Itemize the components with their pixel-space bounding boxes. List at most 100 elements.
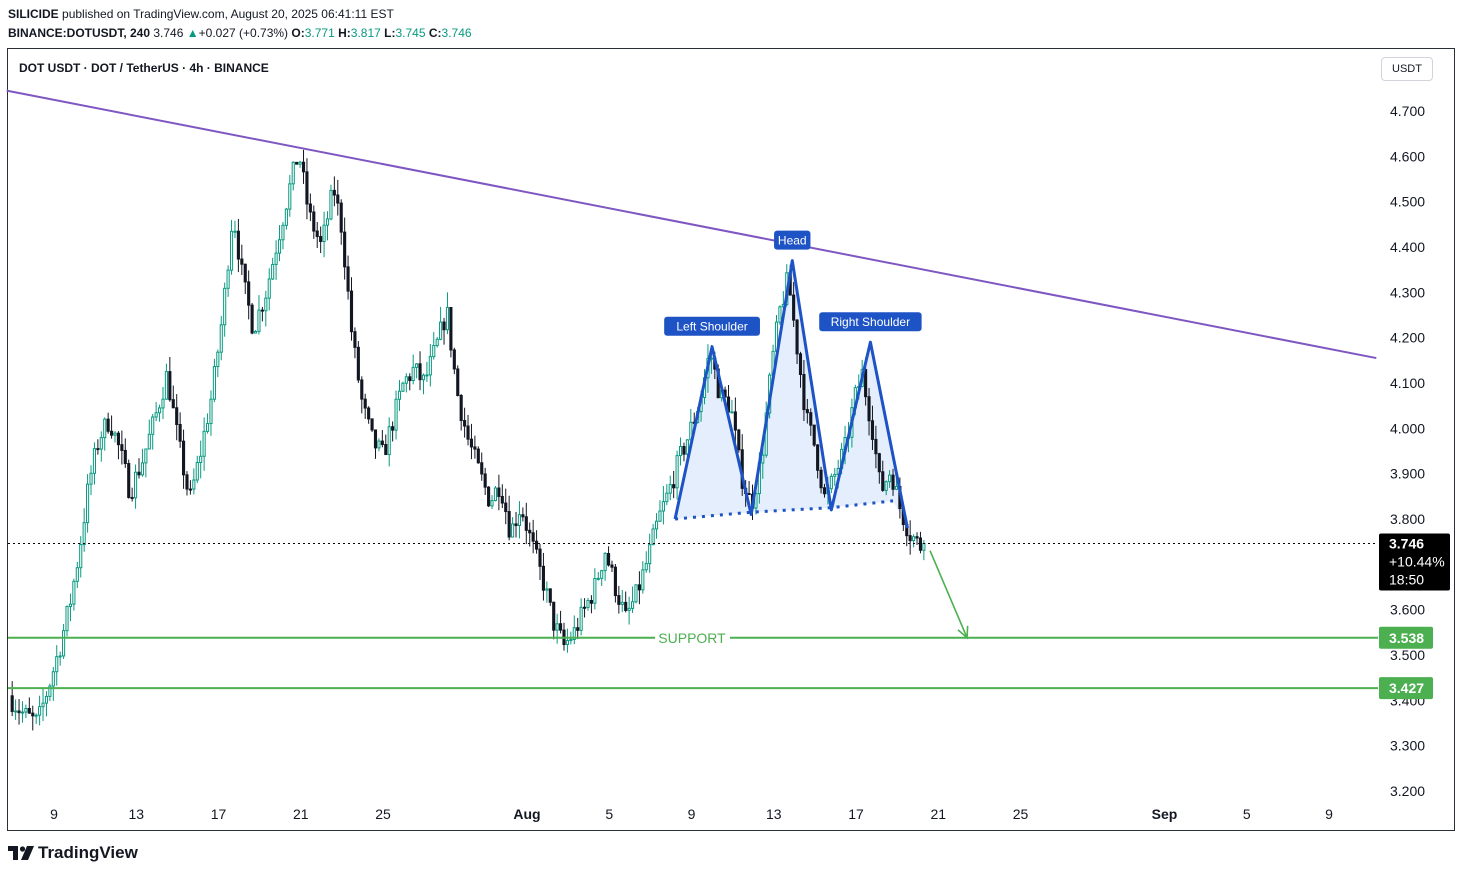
close-label: C:	[428, 26, 442, 40]
low-label: L:	[384, 26, 396, 40]
candle-body	[432, 345, 436, 358]
candle-body	[137, 471, 141, 476]
candle-body	[881, 471, 885, 491]
candle-body	[620, 601, 624, 605]
candle-body	[668, 484, 672, 494]
candle-body	[370, 418, 374, 431]
candle-body	[394, 398, 398, 431]
candle-body	[113, 432, 117, 436]
candle-body	[524, 516, 528, 531]
candle-body	[894, 485, 899, 490]
last-price-value: 3.746	[1389, 535, 1424, 551]
candle-body	[308, 203, 312, 213]
candle-body	[315, 230, 319, 238]
candle-body	[733, 411, 737, 431]
x-tick-label: 21	[293, 806, 309, 822]
candle-body	[226, 269, 230, 289]
y-tick-label: 4.000	[1390, 420, 1425, 436]
candle-body	[72, 580, 76, 605]
support-2-badge-bg	[1379, 677, 1433, 700]
candle-body	[449, 307, 453, 351]
candle-body	[229, 230, 234, 271]
candle-body	[298, 161, 302, 165]
candle-body	[171, 399, 175, 409]
candle-body	[253, 330, 258, 334]
pattern-label-bg	[664, 316, 760, 336]
candle-body	[778, 306, 782, 323]
candle-body	[130, 496, 134, 499]
candle-body	[353, 331, 357, 348]
candle-body	[356, 346, 360, 381]
candle-body	[730, 411, 734, 414]
candle-body	[521, 514, 525, 518]
candle-body	[737, 429, 741, 451]
candle-body	[805, 409, 809, 414]
candle-body	[281, 224, 285, 241]
candle-body	[685, 439, 689, 455]
y-tick-label: 3.300	[1390, 738, 1425, 754]
candle-body	[123, 449, 127, 465]
last-price-badge-bg	[1379, 533, 1450, 591]
candle-body	[127, 463, 131, 498]
candle-body	[14, 710, 18, 713]
candle-body	[192, 479, 196, 490]
candle-body	[401, 382, 405, 392]
x-tick-label: 25	[375, 806, 391, 822]
candle-body	[487, 486, 491, 507]
support-1-badge: 3.538	[1379, 626, 1433, 649]
candle-body	[867, 396, 871, 422]
candle-body	[802, 373, 806, 411]
candle-body	[428, 356, 432, 376]
candle-body	[41, 702, 45, 708]
candle-body	[469, 438, 474, 448]
candle-body	[373, 429, 378, 449]
candle-body	[922, 542, 926, 551]
x-tick-label: 13	[128, 806, 144, 822]
candle-body	[654, 520, 659, 530]
target-arrow-head-icon	[957, 625, 969, 640]
candle-body	[147, 433, 151, 450]
candle-body	[891, 474, 895, 490]
neckline	[674, 499, 894, 521]
pattern-label-bg	[819, 312, 922, 332]
pattern-label-right-shoulder: Right Shoulder	[819, 312, 922, 332]
candle-body	[822, 487, 827, 495]
candle-body	[367, 407, 371, 420]
candle-body	[606, 553, 611, 566]
candle-body	[761, 454, 765, 464]
candle-body	[48, 685, 52, 697]
pattern-label-text: Right Shoulder	[831, 315, 910, 329]
candle-body	[463, 420, 467, 427]
candle-body	[648, 544, 652, 565]
candle-body	[634, 584, 638, 603]
candle-body	[586, 599, 590, 608]
candle-body	[603, 553, 607, 572]
candle-body	[17, 710, 21, 714]
candle-body	[411, 366, 415, 381]
currency-button[interactable]: USDT	[1381, 57, 1433, 81]
candle-body	[349, 290, 354, 333]
candle-body	[514, 523, 518, 527]
pattern-label-bg	[774, 230, 811, 250]
candle-body	[473, 446, 477, 450]
candle-body	[68, 603, 73, 607]
candle-body	[504, 502, 508, 513]
candle-body	[288, 183, 292, 210]
last-price-badge: 3.746 +10.44% 18:50	[1379, 533, 1450, 591]
candle-body	[325, 218, 330, 226]
candle-body	[812, 424, 816, 446]
tradingview-logo[interactable]: TradingView	[8, 843, 138, 863]
candle-body	[637, 584, 641, 591]
x-tick-label: 13	[766, 806, 782, 822]
candle-body	[243, 263, 247, 283]
candle-body	[151, 416, 155, 435]
candle-body	[915, 536, 919, 539]
candle-body	[452, 349, 456, 370]
publish-line: SILICIDE published on TradingView.com, A…	[8, 7, 394, 21]
candle-body	[199, 455, 203, 464]
candle-body	[24, 707, 28, 713]
candle-body	[343, 231, 347, 268]
candle-body	[274, 252, 278, 265]
candle-body	[877, 453, 881, 473]
